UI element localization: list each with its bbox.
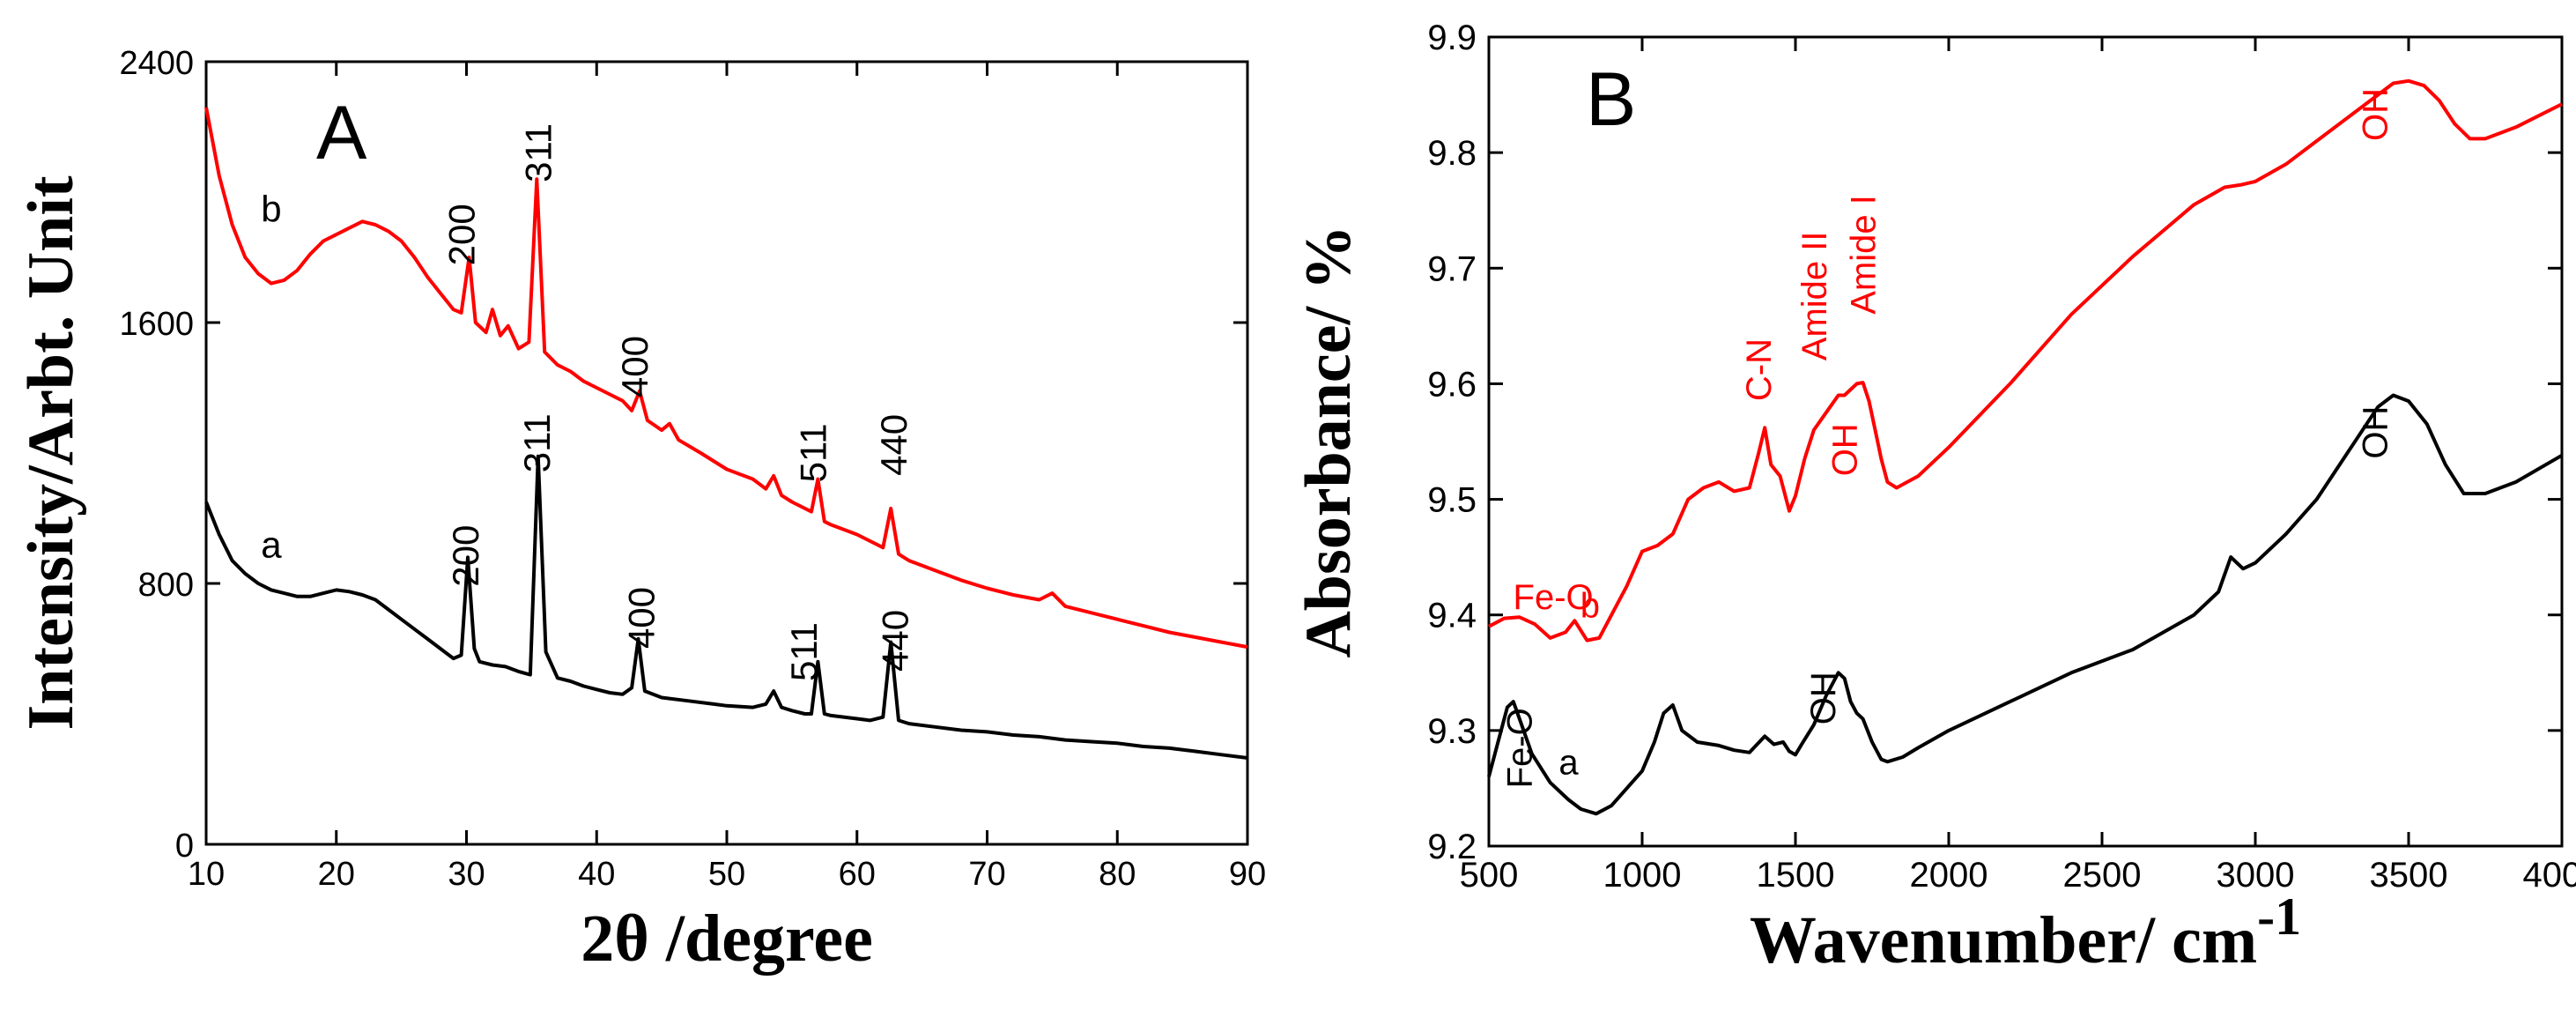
x-axis-title-superscript: -1 (2257, 887, 2301, 946)
y-tick-label: 1600 (119, 306, 194, 343)
annotation-label: Fe-O (1501, 708, 1540, 788)
y-tick-label: 0 (175, 828, 194, 865)
x-tick-label: 2500 (2063, 856, 2142, 895)
annotation-label: 200 (445, 525, 486, 587)
y-tick-label: 9.2 (1427, 828, 1477, 866)
x-tick-label: 1500 (1757, 856, 1835, 895)
annotation-label: 311 (516, 413, 558, 472)
x-tick-label: 3000 (2217, 856, 2295, 895)
x-tick-label: 50 (708, 856, 745, 893)
y-tick-label: 800 (138, 567, 194, 604)
annotation-label: 440 (873, 414, 914, 476)
series-line-a (204, 454, 1248, 760)
annotation-label: a (261, 524, 282, 565)
y-tick-label: 9.8 (1427, 134, 1477, 173)
x-tick-label: 500 (1460, 856, 1519, 895)
annotation-label: 400 (614, 336, 655, 397)
x-tick-label: 2000 (1910, 856, 1988, 895)
x-tick-label: 80 (1099, 856, 1136, 893)
y-tick-label: 9.7 (1427, 249, 1477, 288)
series-line-b (204, 107, 1248, 650)
y-axis-title: Intensity/Arbt. Unit (15, 175, 87, 730)
y-tick-label: 2400 (119, 45, 194, 82)
panel-label: B (1586, 57, 1636, 142)
annotation-label: a (1558, 744, 1579, 783)
annotation-label: Fe-O (1514, 578, 1594, 617)
y-tick-label: 9.6 (1427, 365, 1477, 404)
x-tick-label: 70 (968, 856, 1005, 893)
series-line-b (1488, 78, 2563, 642)
y-tick-label: 9.5 (1427, 481, 1477, 520)
annotation-label: b (1580, 586, 1600, 625)
annotation-label: 400 (620, 587, 662, 649)
annotation-label: b (261, 188, 281, 229)
x-tick-label: 90 (1229, 856, 1266, 893)
x-tick-label: 4000 (2523, 856, 2576, 895)
panel-label: A (316, 91, 367, 175)
annotation-label: Amide II (1795, 231, 1834, 360)
x-tick-label: 40 (578, 856, 615, 893)
annotation-label: OH (1826, 423, 1865, 476)
annotation-label: 200 (440, 204, 482, 265)
x-tick-label: 20 (318, 856, 355, 893)
panel-a-xrd: 10 20 30 40 50 60 70 80 90 0 800 1600 2400 b 200 311 400… (15, 45, 1266, 976)
y-tick-label: 9.9 (1427, 19, 1477, 57)
annotation-label: OH (2357, 406, 2395, 459)
annotation-label: 311 (518, 123, 559, 182)
annotation-label: 511 (792, 423, 833, 482)
x-axis-title: 2θ /degree (581, 902, 873, 976)
x-axis-title-text: 2θ /degree (581, 902, 873, 976)
x-axis-title: Wavenumber/ cm-1 (1750, 887, 2301, 977)
x-axis-title-text: Wavenumber/ cm (1750, 903, 2257, 977)
annotation-label: 511 (783, 622, 825, 681)
annotation-label: OH (1804, 672, 1843, 724)
series-line-a (1487, 393, 2564, 816)
annotation-label: OH (2357, 88, 2395, 141)
x-tick-label: 30 (448, 856, 485, 893)
annotation-label: C-N (1740, 338, 1779, 401)
panel-b-ftir: 500 1000 1500 2000 2500 3000 3500 4000 9.2 9.3 9.4… (1292, 19, 2576, 977)
x-tick-label: 10 (188, 856, 225, 893)
x-tick-label: 3500 (2370, 856, 2448, 895)
annotation-label: Amide I (1845, 195, 1884, 315)
x-tick-label: 60 (839, 856, 876, 893)
y-axis-title: Absorbance/ % (1292, 225, 1365, 657)
y-tick-label: 9.4 (1427, 597, 1477, 635)
y-tick-label: 9.3 (1427, 712, 1477, 751)
annotation-label: 440 (874, 610, 915, 672)
plot-frame (1487, 35, 2564, 848)
x-tick-label: 1000 (1603, 856, 1682, 895)
